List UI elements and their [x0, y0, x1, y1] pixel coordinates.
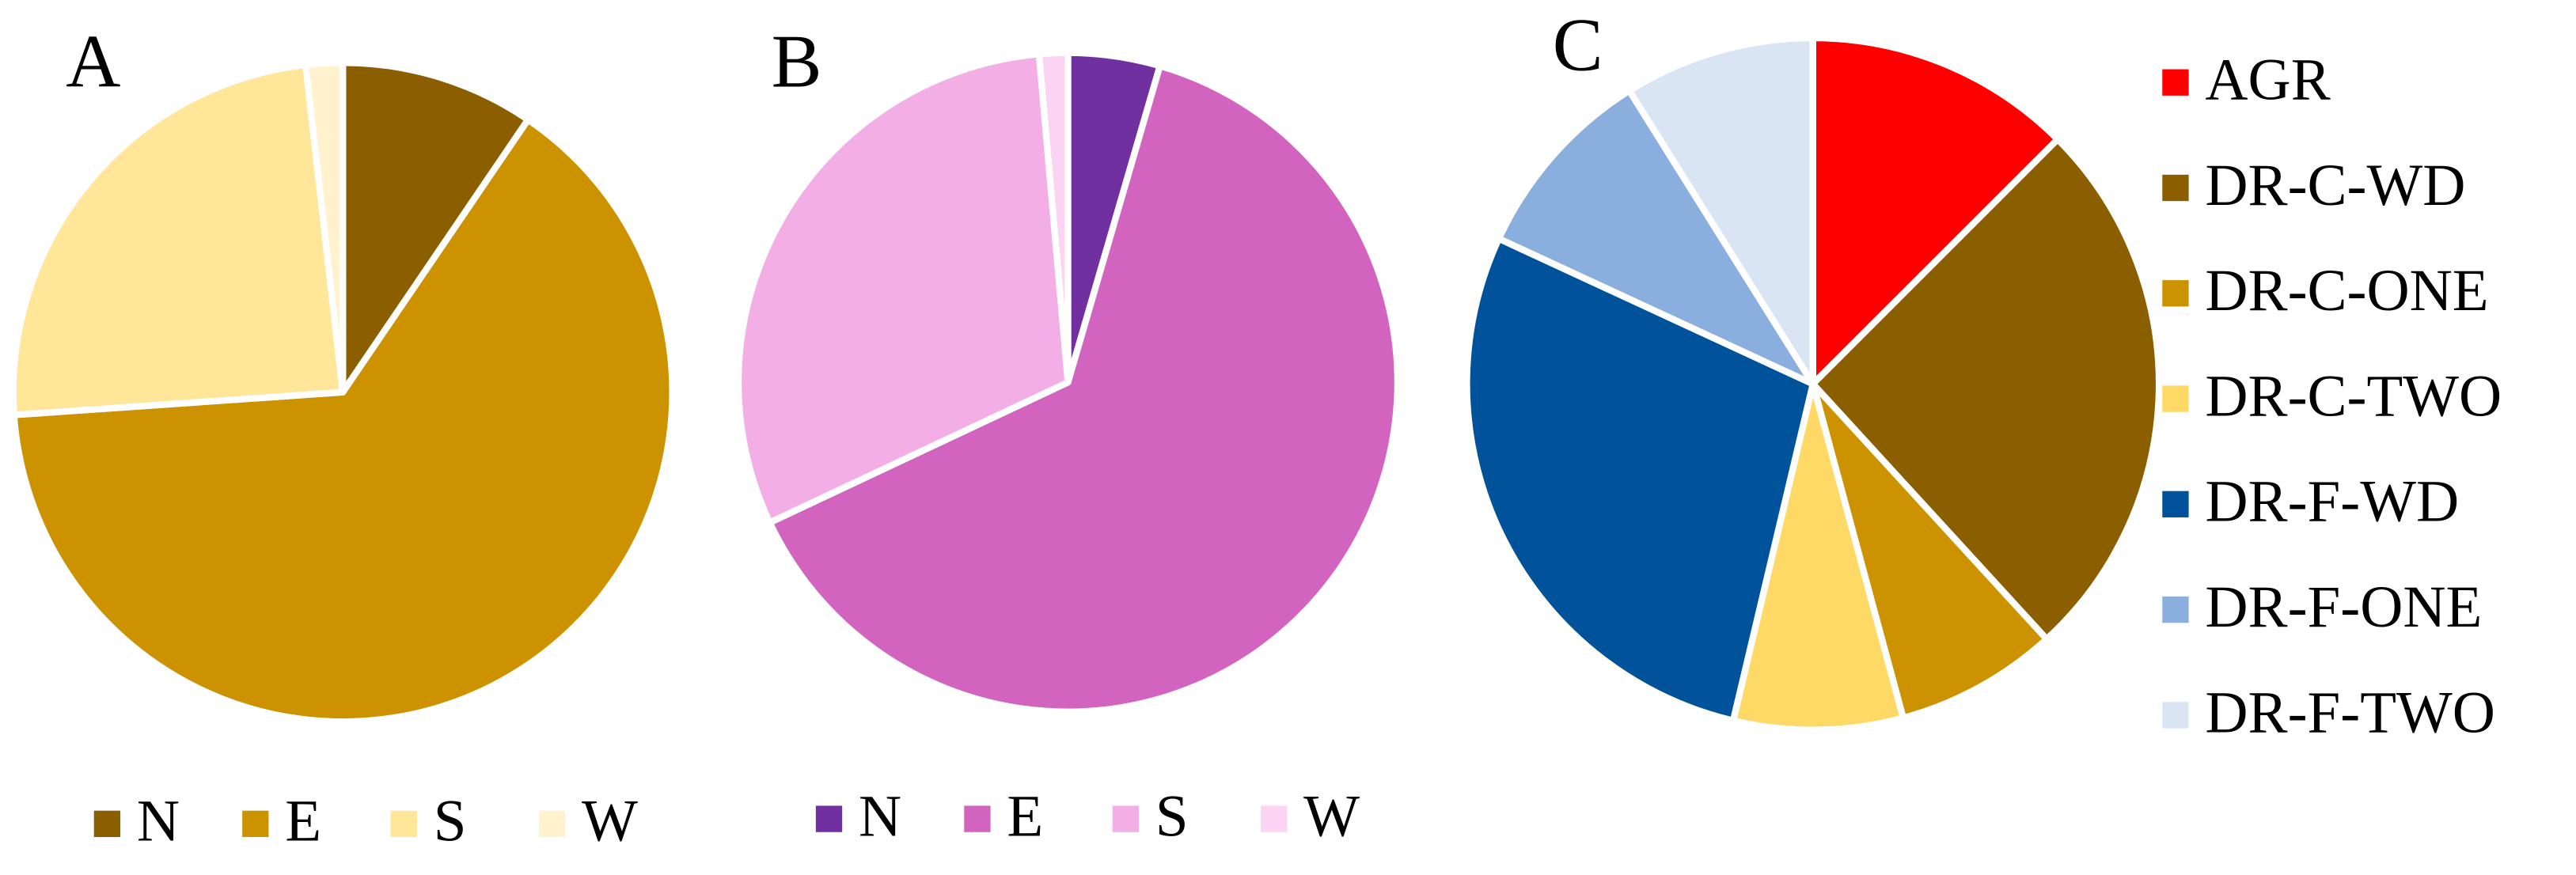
legend-swatch	[2162, 385, 2189, 412]
pie-slice	[1495, 87, 1816, 388]
legend-label: DR-C-TWO	[2205, 363, 2502, 429]
legend-swatch	[390, 810, 417, 838]
legend-label: S	[434, 789, 467, 854]
legend-swatch	[964, 805, 991, 832]
legend-swatch	[1112, 805, 1140, 832]
legend-label: W	[1303, 783, 1360, 849]
pie-slice	[10, 116, 676, 725]
pie-slice	[1035, 49, 1072, 386]
pie-slice	[1809, 381, 2051, 722]
legend-swatch	[538, 810, 566, 838]
legend-label: E	[285, 789, 321, 854]
pie-slice	[1809, 135, 2163, 643]
legend-swatch	[815, 805, 843, 832]
legend-label: DR-C-WD	[2205, 153, 2465, 218]
pie-slice	[9, 61, 347, 419]
legend-label: DR-F-WD	[2205, 469, 2459, 535]
legend-label: AGR	[2205, 47, 2330, 113]
legend-label: N	[137, 789, 180, 854]
legend-swatch	[2162, 702, 2189, 729]
pie-slice	[302, 59, 347, 396]
pie-slice	[1729, 381, 1907, 733]
legend-label: N	[859, 783, 901, 849]
chart-title: B	[772, 20, 822, 104]
legend-swatch	[2162, 491, 2189, 518]
pie-slice	[734, 51, 1072, 526]
legend-label: DR-F-ONE	[2205, 574, 2482, 640]
pie-slice	[1626, 34, 1816, 388]
pie-slice	[1809, 34, 2062, 388]
legend-label: W	[582, 789, 638, 854]
legend-label: S	[1155, 783, 1189, 849]
chart-title: A	[66, 20, 120, 104]
pie-slice	[1463, 235, 1816, 725]
legend-swatch	[2162, 280, 2189, 307]
pie-slice	[766, 62, 1402, 715]
legend-label: DR-F-TWO	[2205, 680, 2494, 745]
legend-label: E	[1007, 783, 1043, 849]
legend-swatch	[93, 810, 121, 838]
legend-swatch	[1261, 805, 1288, 832]
legend-swatch	[2162, 174, 2189, 202]
legend-swatch	[2162, 596, 2189, 623]
chart-title: C	[1553, 3, 1603, 87]
legend-swatch	[2162, 69, 2189, 96]
legend-label: DR-C-ONE	[2205, 258, 2488, 324]
pie-slice	[340, 59, 532, 396]
legend-swatch	[242, 810, 269, 838]
